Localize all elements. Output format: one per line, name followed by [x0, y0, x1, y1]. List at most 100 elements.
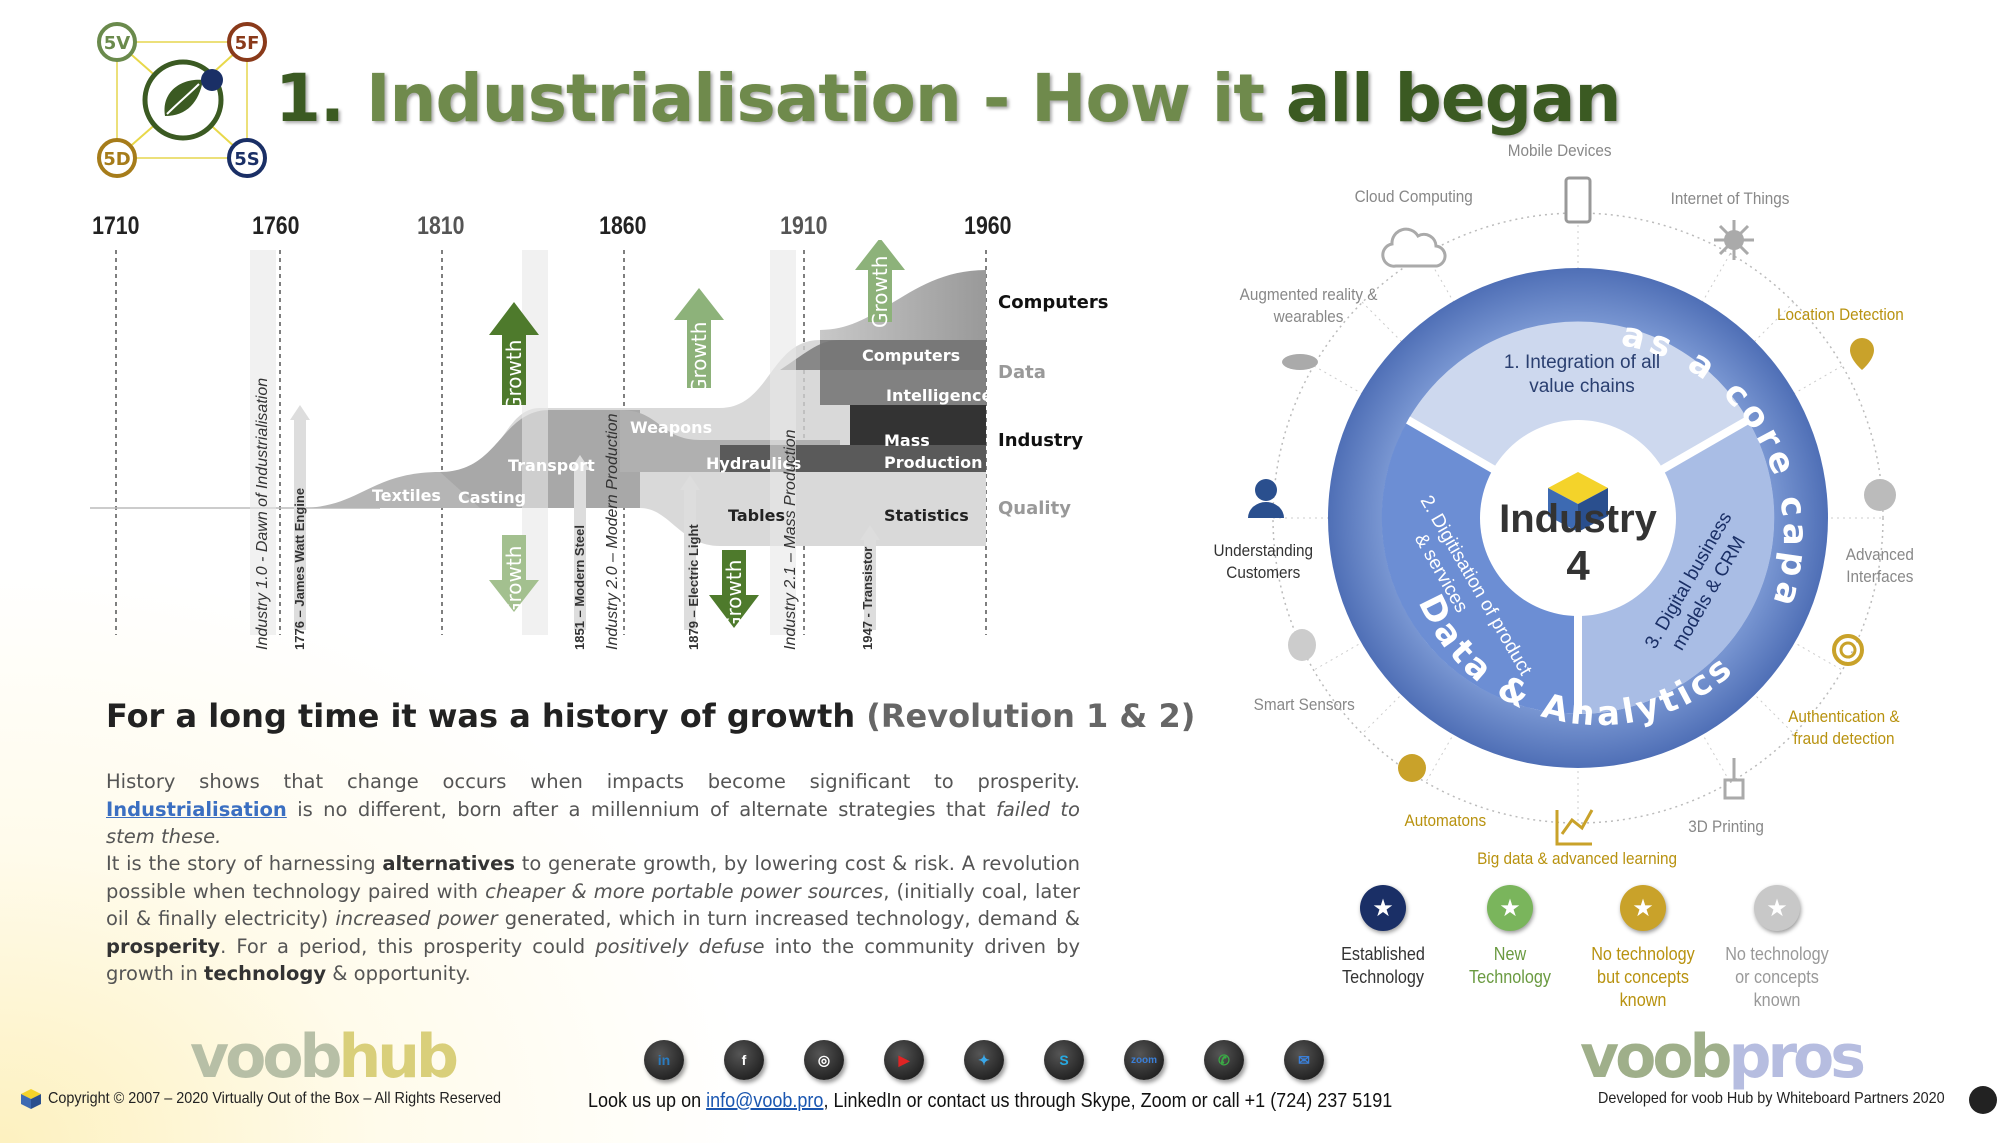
layer-hydraulics: Hydraulics: [706, 454, 802, 473]
year-1810: 1810: [417, 212, 465, 240]
section-heading: For a long time it was a history of grow…: [106, 697, 1196, 735]
facebook-icon[interactable]: f: [724, 1040, 764, 1080]
milestone-modern-steel: 1851 – Modern Steel: [572, 525, 587, 650]
cloud-icon: [1381, 227, 1447, 268]
zoom-icon[interactable]: zoom: [1124, 1040, 1164, 1080]
developed-by-text: Developed for voob Hub by Whiteboard Par…: [1598, 1090, 1945, 1107]
legend-label: New Technology: [1469, 944, 1551, 987]
legend-concept-known: ★ No technology but concepts known: [1578, 885, 1708, 1012]
label-3d-printing: 3D Printing: [1688, 817, 1764, 836]
star-icon: ★: [1754, 885, 1800, 931]
label-advanced-interfaces: Advanced Interfaces: [1845, 545, 1914, 586]
right-label-quality: Quality: [998, 498, 1071, 519]
star-icon: ★: [1487, 885, 1533, 931]
paragraph-2: It is the story of harnessing alternativ…: [106, 852, 1080, 985]
year-1960: 1960: [964, 212, 1012, 240]
advanced-interface-icon: [1864, 479, 1896, 511]
right-label-data: Data: [998, 362, 1046, 383]
growth-arrow-label: Growth: [722, 560, 746, 632]
contact-text: Look us up on info@voob.pro, LinkedIn or…: [588, 1090, 1393, 1112]
year-1860: 1860: [599, 212, 647, 240]
legend-label: No technology but concepts known: [1591, 944, 1695, 1010]
milestone-watt-engine: 1776 – James Watt Engine: [292, 487, 307, 650]
layer-mass-production: Mass Production: [884, 431, 983, 472]
segment-1-line-2: value chains: [1529, 376, 1635, 397]
voobhub-logo: voobhub: [190, 1022, 459, 1092]
ar-headset-icon: [1282, 354, 1318, 370]
label-location-detection: Location Detection: [1777, 305, 1904, 324]
industrialisation-link[interactable]: Industrialisation: [106, 797, 287, 821]
label-cloud-computing: Cloud Computing: [1354, 187, 1473, 206]
automaton-icon: [1398, 754, 1426, 782]
label-authentication: Authentication & fraud detection: [1788, 707, 1900, 748]
growth-arrow-label: Growth: [687, 322, 711, 394]
badge-5s: 5S: [234, 149, 260, 170]
layer-computers: Computers: [862, 346, 961, 365]
year-1910: 1910: [780, 212, 828, 240]
page-title: 1. Industrialisation - How it all began: [275, 60, 1621, 137]
star-icon: ★: [1360, 885, 1406, 931]
layer-weapons: Weapons: [630, 418, 713, 437]
year-1710: 1710: [92, 212, 140, 240]
badge-5d: 5D: [103, 149, 130, 170]
paragraph-1: History shows that change occurs when im…: [106, 770, 1080, 848]
twitter-icon[interactable]: ✦: [964, 1040, 1004, 1080]
legend-established: ★ Established Technology: [1318, 885, 1448, 989]
right-label-computers: Computers: [998, 292, 1109, 313]
logo: 5V 5F 5D 5S: [97, 22, 267, 178]
label-big-data: Big data & advanced learning: [1477, 849, 1678, 868]
year-1760: 1760: [252, 212, 300, 240]
email-icon[interactable]: ✉: [1284, 1040, 1324, 1080]
big-data-chart-icon: [1555, 809, 1594, 846]
label-automatons: Automatons: [1404, 811, 1487, 830]
label-understanding-customers: Understanding Customers: [1213, 541, 1314, 582]
youtube-icon[interactable]: ▶: [884, 1040, 924, 1080]
instagram-icon[interactable]: ◎: [804, 1040, 844, 1080]
star-icon: ★: [1620, 885, 1666, 931]
label-augmented-reality: Augmented reality & wearables: [1239, 285, 1378, 326]
layer-tables: Tables: [728, 506, 785, 525]
legend-no-concept: ★ No technology or concepts known: [1712, 885, 1842, 1012]
phone-icon[interactable]: ✆: [1204, 1040, 1244, 1080]
growth-arrow-label: Growth: [868, 256, 892, 328]
milestone-industry-1: Industry 1.0 - Dawn of Industrialisation: [254, 377, 271, 650]
industry-4-diagram: Data & Analytics as a core capacity Indu…: [1190, 170, 1896, 846]
right-label-industry: Industry: [998, 430, 1084, 451]
label-mobile-devices: Mobile Devices: [1507, 141, 1612, 160]
growth-arrow-label: Growth: [502, 546, 526, 618]
email-link[interactable]: info@voob.pro: [706, 1090, 824, 1112]
layer-casting: Casting: [458, 488, 527, 507]
legend-label: No technology or concepts known: [1725, 944, 1829, 1010]
milestone-industry-2: Industry 2.0 – Modern Production: [604, 413, 621, 650]
iot-icon: [1714, 220, 1754, 260]
center-number: 4: [1566, 542, 1590, 589]
copyright-text: Copyright © 2007 – 2020 Virtually Out of…: [48, 1090, 501, 1107]
smart-sensor-icon: [1288, 629, 1316, 661]
customer-icon: [1248, 479, 1284, 518]
location-pin-icon: [1850, 338, 1874, 370]
layer-textiles: Textiles: [372, 486, 441, 505]
segment-1-line-1: 1. Integration of all: [1504, 352, 1660, 373]
skype-icon[interactable]: S: [1044, 1040, 1084, 1080]
mobile-device-icon: [1564, 176, 1592, 224]
badge-5v: 5V: [104, 33, 131, 54]
legend-new: ★ New Technology: [1445, 885, 1575, 989]
center-word: Industry: [1499, 497, 1658, 541]
label-smart-sensors: Smart Sensors: [1253, 695, 1355, 714]
voobpros-logo: voobpros: [1580, 1022, 1866, 1092]
cube-logo-icon: [21, 1089, 41, 1109]
label-internet-of-things: Internet of Things: [1670, 189, 1790, 208]
milestone-industry-2-1: Industry 2.1 – Mass Production: [782, 429, 799, 650]
fingerprint-icon: [1832, 634, 1864, 666]
industrialisation-timeline: [90, 240, 987, 635]
milestone-electric-light: 1879 – Electric Light: [686, 524, 701, 650]
whiteboard-partners-icon: [1969, 1086, 1997, 1114]
layer-intelligence: Intelligence: [886, 386, 993, 405]
legend-label: Established Technology: [1341, 944, 1425, 987]
3d-printing-icon: [1723, 758, 1745, 800]
linkedin-icon[interactable]: in: [644, 1040, 684, 1080]
growth-arrow-label: Growth: [502, 340, 526, 412]
layer-transport: Transport: [508, 456, 595, 475]
milestone-transistor: 1947 - Transistor: [860, 546, 875, 650]
background-sunburst: [0, 560, 760, 1143]
